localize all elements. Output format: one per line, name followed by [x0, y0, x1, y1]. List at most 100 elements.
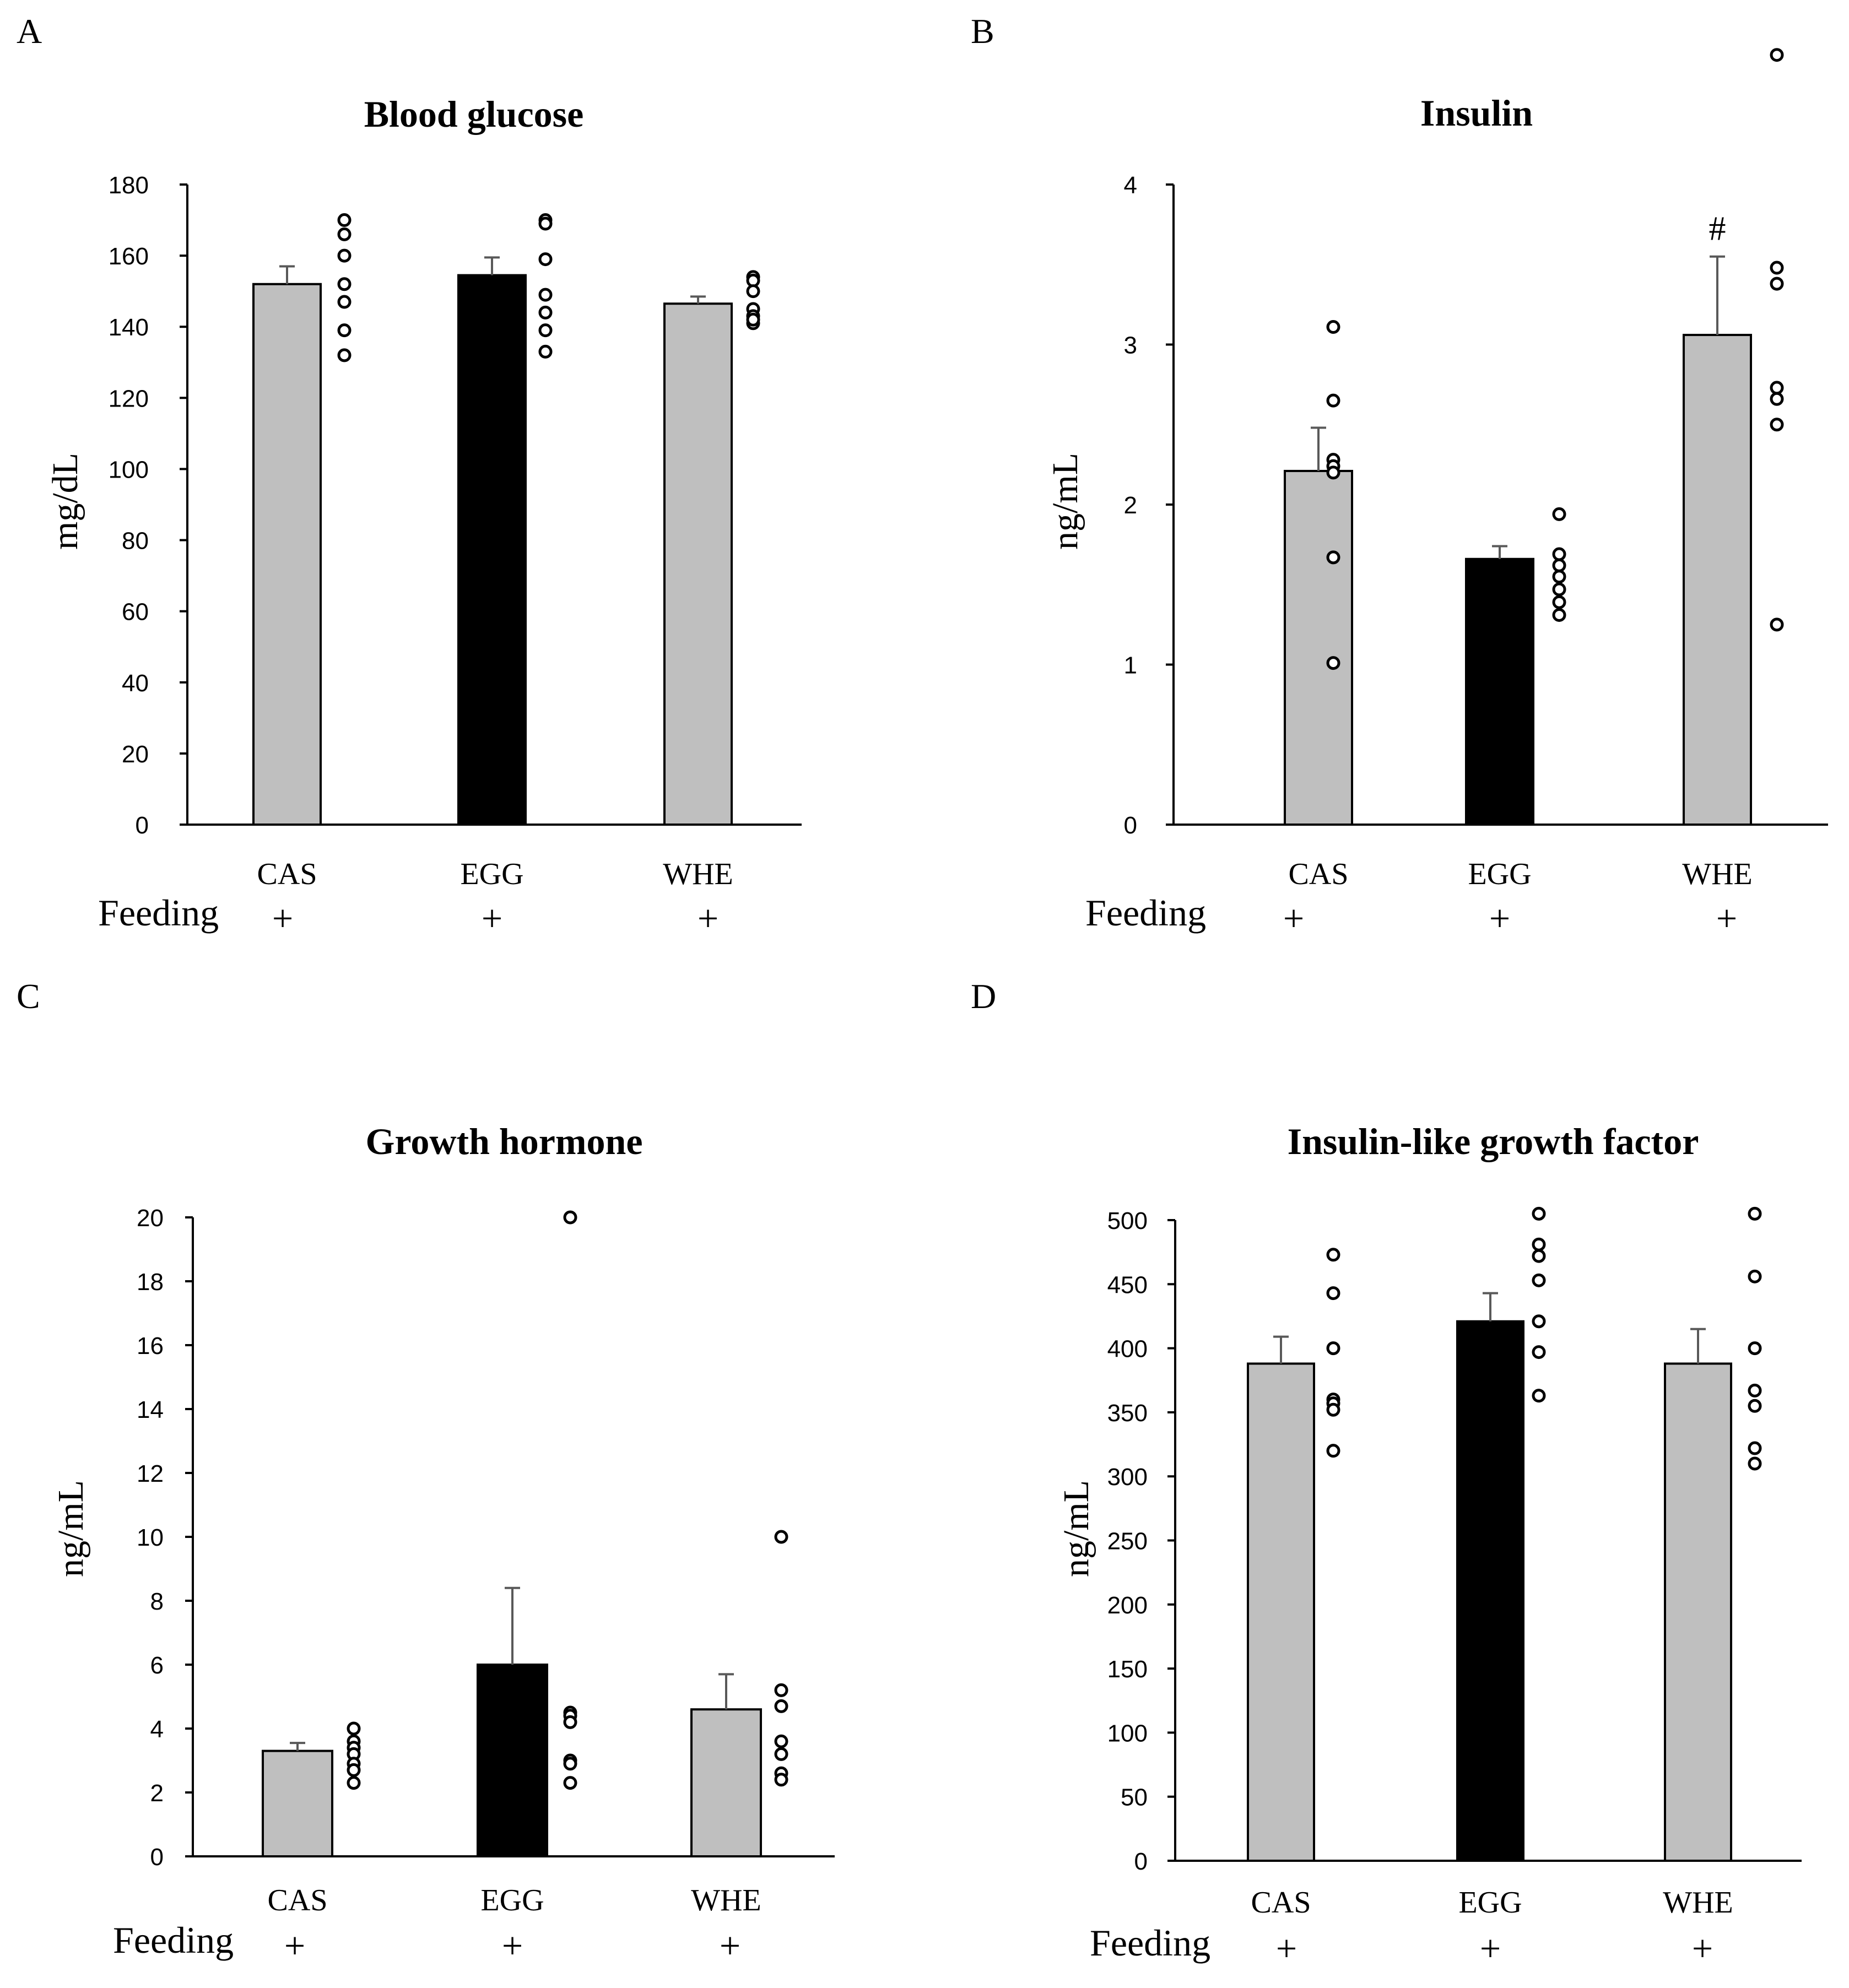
- y-tick-label: 0: [1124, 812, 1137, 839]
- data-point: [538, 344, 553, 359]
- data-point: [1552, 582, 1566, 597]
- y-tick-label: 20: [122, 741, 149, 768]
- y-tick-label: 160: [109, 243, 149, 270]
- y-tick-label: 450: [1107, 1271, 1148, 1298]
- data-point: [1552, 507, 1566, 521]
- data-point: [1532, 1389, 1546, 1403]
- panel-letter: C: [17, 977, 40, 1016]
- data-point: [1748, 1399, 1762, 1413]
- data-point: [1326, 320, 1340, 334]
- data-point: [1552, 558, 1566, 572]
- data-point: [1326, 393, 1340, 408]
- data-point: [774, 1734, 788, 1748]
- data-point: [1770, 392, 1784, 406]
- y-tick-label: 400: [1107, 1336, 1148, 1363]
- y-tick-label: 120: [109, 385, 149, 412]
- y-tick-label: 2: [1124, 492, 1137, 519]
- data-point: [538, 216, 553, 231]
- data-point: [538, 305, 553, 319]
- y-tick-label: 12: [137, 1460, 164, 1487]
- data-point: [337, 213, 352, 227]
- data-point: [347, 1721, 361, 1736]
- feeding-plus: +: [1283, 897, 1304, 939]
- panel-a: A Blood glucose mg/dL 0 20 40 60 80 100 120 140 160…: [17, 12, 802, 939]
- y-tick-label: 0: [150, 1844, 164, 1871]
- feeding-plus: +: [482, 897, 502, 939]
- x-category-label: WHE: [663, 857, 733, 891]
- bar-egg: [1456, 1320, 1524, 1862]
- data-point: [1532, 1314, 1546, 1329]
- y-tick-label: 6: [150, 1652, 164, 1679]
- data-point: [1326, 465, 1340, 480]
- feeding-plus: +: [1276, 1927, 1297, 1969]
- panel-c: C Growth hormone ng/mL 0 2 4 6 8 10 12 14 16 18 20 CAS…: [17, 977, 835, 1967]
- bar-whe: [1664, 1362, 1732, 1862]
- y-tick-label: 100: [1107, 1720, 1148, 1747]
- bar-cas: [1284, 469, 1353, 826]
- bar-cas: [262, 1749, 333, 1858]
- y-axis-label: ng/mL: [51, 1480, 91, 1577]
- x-category-label: CAS: [1251, 1886, 1311, 1920]
- bar-whe: [690, 1708, 762, 1857]
- panel-letter: A: [17, 12, 42, 51]
- y-tick-label: 4: [1124, 172, 1137, 199]
- y-axis-label: ng/mL: [1056, 1480, 1096, 1577]
- data-point: [1552, 570, 1566, 584]
- data-point: [1552, 547, 1566, 561]
- x-category-label: EGG: [1468, 857, 1531, 891]
- panel-letter: D: [971, 977, 996, 1016]
- y-tick-label: 300: [1107, 1464, 1148, 1491]
- data-point: [337, 295, 352, 309]
- y-tick-label: 80: [122, 528, 149, 555]
- feeding-label: Feeding: [98, 892, 219, 934]
- data-point: [774, 1773, 788, 1787]
- data-point: [1326, 1402, 1340, 1417]
- data-point: [774, 1699, 788, 1713]
- feeding-plus: +: [272, 897, 293, 939]
- data-point: [774, 1530, 788, 1544]
- x-category-label: CAS: [268, 1883, 328, 1917]
- y-tick-label: 180: [109, 172, 149, 199]
- x-category-label: WHE: [1682, 857, 1753, 891]
- data-point: [563, 1715, 577, 1729]
- data-point: [774, 1683, 788, 1697]
- feeding-plus: +: [1692, 1927, 1713, 1969]
- data-point: [337, 277, 352, 291]
- data-point: [538, 323, 553, 338]
- data-point: [563, 1210, 577, 1225]
- data-point: [1326, 1341, 1340, 1356]
- x-category-label: EGG: [480, 1883, 544, 1917]
- y-tick-label: 2: [150, 1780, 164, 1807]
- data-point: [347, 1763, 361, 1777]
- feeding-plus: +: [1480, 1927, 1501, 1969]
- y-tick-label: 500: [1107, 1207, 1148, 1234]
- feeding-label: Feeding: [113, 1919, 234, 1961]
- bar-cas: [252, 283, 322, 826]
- data-point: [1326, 1248, 1340, 1262]
- data-point: [337, 227, 352, 241]
- panel-letter: B: [971, 12, 994, 51]
- bar-egg: [1465, 557, 1534, 826]
- feeding-plus: +: [1716, 897, 1737, 939]
- y-tick-label: 1: [1124, 652, 1137, 679]
- bar-egg: [457, 274, 527, 826]
- data-point: [337, 248, 352, 263]
- feeding-plus: +: [1489, 897, 1510, 939]
- data-point: [563, 1776, 577, 1790]
- x-category-label: WHE: [1663, 1886, 1733, 1920]
- chart-title: Insulin-like growth factor: [1288, 1120, 1699, 1162]
- data-point: [1532, 1273, 1546, 1287]
- data-point: [1748, 1441, 1762, 1455]
- data-point: [1532, 1345, 1546, 1359]
- data-point: [1326, 1444, 1340, 1458]
- data-point: [1770, 617, 1784, 632]
- data-point: [1770, 418, 1784, 432]
- data-point: [1532, 1206, 1546, 1221]
- data-point: [1532, 1249, 1546, 1263]
- chart-title: Blood glucose: [364, 93, 584, 135]
- data-point: [1326, 656, 1340, 670]
- y-tick-label: 16: [137, 1332, 164, 1359]
- data-point: [1748, 1383, 1762, 1397]
- y-tick-label: 250: [1107, 1528, 1148, 1555]
